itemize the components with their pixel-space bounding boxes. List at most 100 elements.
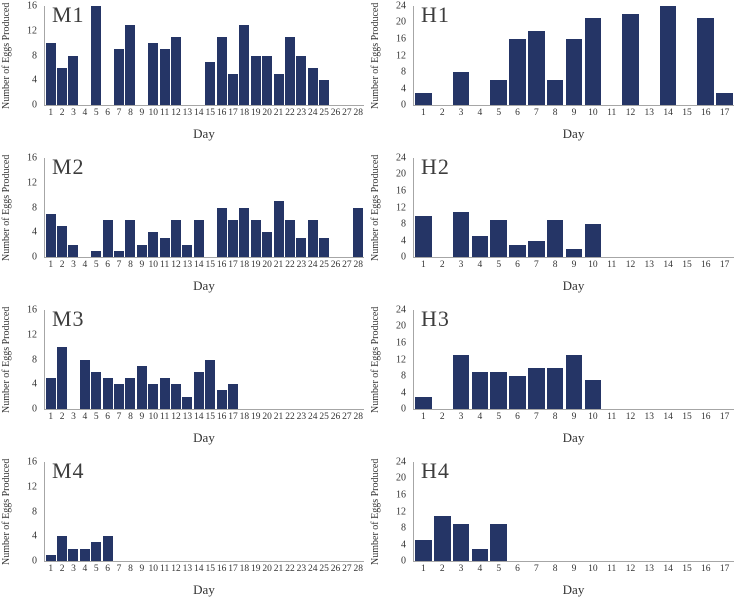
bar xyxy=(433,515,451,561)
x-tick-label: 14 xyxy=(663,412,673,422)
y-axis-ticks: 0 4 8 12 16 20 24 xyxy=(384,1,410,111)
y-tick-label: 12 xyxy=(27,25,37,37)
bar xyxy=(136,365,147,409)
bar xyxy=(415,215,432,257)
bar xyxy=(528,367,545,409)
bar xyxy=(716,92,733,105)
x-tick-label: 2 xyxy=(439,564,445,574)
y-tick-label: 8 xyxy=(401,370,406,382)
x-axis-title: Day xyxy=(193,430,215,445)
x-tick-label: 15 xyxy=(682,564,692,574)
y-axis-title: Number of Eggs Produced xyxy=(1,2,12,110)
x-tick-label: 10 xyxy=(148,564,158,574)
bar xyxy=(697,18,715,105)
y-tick-label: 24 xyxy=(396,304,406,316)
y-tick-label: 4 xyxy=(32,530,37,542)
x-tick-label: 9 xyxy=(139,260,145,270)
bar xyxy=(125,24,136,105)
x-tick-label: 12 xyxy=(171,564,181,574)
y-tick-label: 12 xyxy=(27,177,37,189)
y-tick-label: 0 xyxy=(32,99,37,111)
x-tick-label: 27 xyxy=(342,260,352,270)
x-tick-label: 7 xyxy=(533,108,539,118)
x-tick-label: 8 xyxy=(552,108,558,118)
x-tick-label: 10 xyxy=(588,260,598,270)
x-tick-label: 26 xyxy=(330,108,341,118)
x-tick-label: 11 xyxy=(607,108,617,118)
x-tick-label: 24 xyxy=(307,412,318,422)
x-tick-label: 2 xyxy=(59,260,65,270)
x-tick-label: 4 xyxy=(477,260,483,270)
x-tick-label: 22 xyxy=(285,412,295,422)
y-axis-ticks: 0 4 8 12 16 20 24 xyxy=(384,153,410,263)
x-tick-label: 16 xyxy=(216,260,227,270)
x-tick-label: 9 xyxy=(139,412,145,422)
y-axis-ticks: 0 4 8 12 16 20 24 xyxy=(384,305,410,415)
y-axis-title: Number of Eggs Produced xyxy=(1,458,12,566)
x-tick-label: 5 xyxy=(496,564,502,574)
bar xyxy=(91,250,102,257)
x-tick-label: 6 xyxy=(515,108,520,118)
y-axis-title: Number of Eggs Produced xyxy=(370,154,381,262)
x-tick-label: 1 xyxy=(421,564,426,574)
x-axis-title: Day xyxy=(193,582,215,597)
x-tick-label: 13 xyxy=(182,260,193,270)
y-tick-label: 8 xyxy=(401,66,406,78)
x-tick-label: 17 xyxy=(228,564,238,574)
bar xyxy=(452,72,470,105)
bar xyxy=(205,61,216,105)
x-tick-label: 1 xyxy=(421,412,426,422)
x-tick-label: 18 xyxy=(239,412,250,422)
x-tick-label: 11 xyxy=(160,260,170,270)
x-tick-label: 27 xyxy=(342,412,352,422)
y-tick-label: 16 xyxy=(27,456,37,468)
x-tick-label: 7 xyxy=(533,260,539,270)
y-tick-label: 4 xyxy=(32,74,37,86)
bar xyxy=(91,542,102,561)
bar xyxy=(171,36,182,105)
x-tick-label: 8 xyxy=(552,564,558,574)
x-tick-label: 14 xyxy=(194,564,204,574)
x-tick-label: 9 xyxy=(139,108,145,118)
y-tick-label: 4 xyxy=(401,235,406,246)
bar xyxy=(57,347,68,409)
x-axis-ticks: 1 2 3 4 5 6 7 8 9 10 11 12 13 14 15 16 17 18 19 20 21 22 23 24 2… xyxy=(45,412,364,425)
y-tick-label: 12 xyxy=(396,50,406,61)
x-tick-label: 6 xyxy=(105,260,111,270)
y-tick-label: 4 xyxy=(32,378,37,390)
plot-area: M4 1 2 3 4 5 6 7 8 9 10 11 12 13 14 15 16 17 18 19 20 21 22 23… xyxy=(44,458,364,574)
x-tick-label: 22 xyxy=(285,108,295,118)
x-tick-label: 3 xyxy=(458,412,464,422)
x-axis-ticks: 1 2 3 4 5 6 7 8 9 10 11 12 13 14 15 16 17 18 19 20 21 22 23 24 2… xyxy=(45,564,364,577)
x-tick-label: 11 xyxy=(607,260,617,270)
x-axis-title: Day xyxy=(562,582,585,597)
x-tick-label: 1 xyxy=(48,412,54,422)
x-tick-label: 9 xyxy=(571,108,577,118)
x-tick-label: 7 xyxy=(116,412,122,422)
x-tick-label: 10 xyxy=(588,564,598,574)
bar xyxy=(471,371,489,409)
bar xyxy=(227,74,238,105)
bar xyxy=(452,355,470,409)
bar xyxy=(216,390,227,409)
x-tick-label: 11 xyxy=(607,564,617,574)
bar xyxy=(239,24,250,105)
x-tick-label: 20 xyxy=(262,412,272,422)
chart-title: M2 xyxy=(52,154,85,179)
y-tick-label: 16 xyxy=(27,152,37,164)
x-tick-label: 21 xyxy=(273,412,284,422)
bar xyxy=(415,396,432,409)
chart-title: H3 xyxy=(421,306,450,331)
x-tick-label: 7 xyxy=(116,564,122,574)
y-axis-ticks: 0 4 8 12 16 xyxy=(15,305,41,415)
plot-area: M2 1 2 3 4 5 6 7 8 9 10 11 12 13 14 15 16 17 18 19 20 21 22 23… xyxy=(44,154,364,270)
bar xyxy=(622,14,639,105)
x-tick-label: 3 xyxy=(458,564,464,574)
bar xyxy=(171,219,182,257)
x-tick-label: 27 xyxy=(342,108,352,118)
bar xyxy=(159,49,170,105)
bar xyxy=(227,384,238,409)
bar xyxy=(136,244,147,257)
plot-area: H1 1 2 3 4 5 6 7 8 9 10 11 12 13 14 15 16 17 xyxy=(413,2,734,118)
bar xyxy=(148,384,159,409)
